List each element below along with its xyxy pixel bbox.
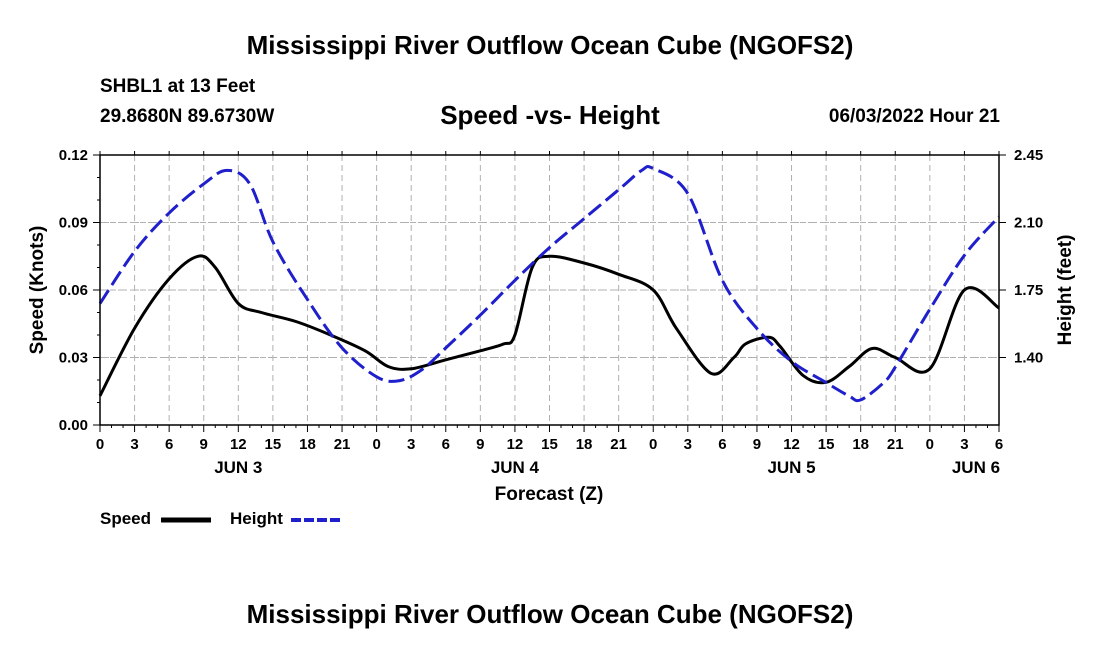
x-tick-label: 18 bbox=[852, 436, 869, 453]
series-lines bbox=[98, 164, 1001, 403]
x-tick-label: 12 bbox=[783, 436, 800, 453]
x-tick-label: 6 bbox=[718, 436, 726, 453]
y2-axis-label: Height (feet) bbox=[1055, 235, 1076, 346]
x-tick-label: 12 bbox=[507, 436, 524, 453]
x-tick-label: 3 bbox=[960, 436, 968, 453]
day-label: JUN 5 bbox=[767, 458, 815, 477]
speed-series-line bbox=[98, 254, 1000, 397]
x-tick-label: 6 bbox=[442, 436, 450, 453]
x-tick-label: 9 bbox=[476, 436, 484, 453]
y2-tick-label: 1.75 bbox=[1014, 282, 1043, 299]
axes: 0 3 6 9 12 15 18 21 0 3 6 9 12 15 18 21 0 3 6 9 12 15 18 21 0 3 6 J… bbox=[59, 147, 1043, 477]
height-series-line bbox=[98, 164, 1001, 403]
forecast-datetime: 06/03/2022 Hour 21 bbox=[828, 106, 1000, 127]
legend-height-label: Height bbox=[230, 509, 283, 528]
x-tick-label: 21 bbox=[887, 436, 904, 453]
y2-tick-label: 2.10 bbox=[1014, 215, 1043, 232]
y-axis-label: Speed (Knots) bbox=[27, 226, 48, 355]
x-tick-label: 18 bbox=[576, 436, 593, 453]
x-tick-label: 9 bbox=[200, 436, 208, 453]
y-tick-label: 0.09 bbox=[59, 215, 88, 232]
x-tick-label: 21 bbox=[334, 436, 351, 453]
x-tick-label: 21 bbox=[610, 436, 627, 453]
day-label: JUN 4 bbox=[491, 458, 540, 477]
day-label: JUN 3 bbox=[214, 458, 262, 477]
x-tick-label: 3 bbox=[684, 436, 692, 453]
x-tick-label: 15 bbox=[818, 436, 835, 453]
y-tick-label: 0.12 bbox=[59, 147, 88, 164]
x-tick-label: 18 bbox=[299, 436, 316, 453]
x-tick-label: 0 bbox=[372, 436, 380, 453]
x-tick-label: 15 bbox=[541, 436, 558, 453]
y2-tick-label: 1.40 bbox=[1014, 350, 1043, 367]
x-tick-label: 15 bbox=[265, 436, 282, 453]
y-tick-label: 0.03 bbox=[59, 350, 88, 367]
coordinates-label: 29.8680N 89.6730W bbox=[100, 106, 275, 127]
x-tick-label: 0 bbox=[926, 436, 934, 453]
chart-title: Mississippi River Outflow Ocean Cube (NG… bbox=[246, 30, 854, 60]
day-label: JUN 6 bbox=[952, 458, 1000, 477]
legend-speed-label: Speed bbox=[100, 509, 152, 528]
x-tick-label: 0 bbox=[96, 436, 104, 453]
y2-tick-label: 2.45 bbox=[1014, 147, 1043, 164]
x-tick-label: 12 bbox=[230, 436, 247, 453]
station-label: SHBL1 at 13 Feet bbox=[100, 76, 256, 97]
x-tick-label: 6 bbox=[165, 436, 173, 453]
y-tick-label: 0.06 bbox=[59, 282, 88, 299]
footer-title: Mississippi River Outflow Ocean Cube (NG… bbox=[246, 599, 854, 629]
x-tick-label: 6 bbox=[995, 436, 1003, 453]
y-tick-label: 0.00 bbox=[59, 417, 88, 434]
chart-subtitle: Speed -vs- Height bbox=[440, 100, 660, 130]
grid bbox=[100, 154, 999, 425]
x-axis-label: Forecast (Z) bbox=[495, 484, 604, 505]
x-tick-label: 3 bbox=[407, 436, 415, 453]
x-tick-label: 9 bbox=[753, 436, 761, 453]
x-tick-label: 0 bbox=[649, 436, 657, 453]
x-tick-label: 3 bbox=[130, 436, 138, 453]
